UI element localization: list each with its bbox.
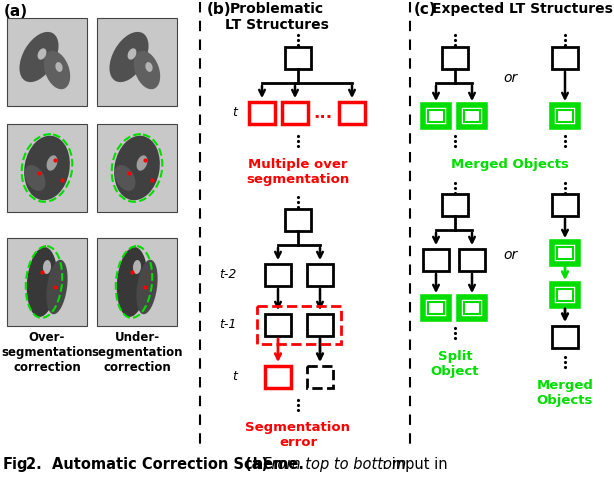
Bar [557,289,573,301]
Text: or: or [503,71,517,85]
Text: ...: ... [313,104,333,122]
Bar [257,306,341,344]
Ellipse shape [117,247,147,317]
Bar [557,110,573,122]
Ellipse shape [114,136,160,200]
Bar [459,297,485,319]
Text: t-1: t-1 [220,318,237,332]
Ellipse shape [27,247,57,317]
Bar [423,249,449,271]
Text: Under-
segmentation
correction: Under- segmentation correction [91,331,183,374]
Bar [464,110,480,122]
Bar [249,102,275,124]
Bar [265,314,291,336]
Ellipse shape [128,48,136,60]
Bar [423,297,449,319]
Ellipse shape [37,48,47,60]
Bar [97,18,177,106]
Text: (a): (a) [245,457,273,472]
Bar [442,194,468,216]
Ellipse shape [136,155,147,171]
Ellipse shape [146,62,153,72]
Text: t: t [232,106,237,120]
Ellipse shape [47,260,68,314]
Bar [97,238,177,326]
Bar [459,249,485,271]
Bar [552,326,578,348]
Ellipse shape [47,155,58,171]
Text: Split
Object: Split Object [431,350,480,378]
Text: (a): (a) [4,4,28,19]
Text: or: or [503,248,517,262]
Bar [552,47,578,69]
Ellipse shape [55,62,63,72]
Ellipse shape [43,260,51,274]
Text: t-2: t-2 [220,269,237,282]
Bar [282,102,308,124]
Bar [423,105,449,127]
Bar [442,47,468,69]
Ellipse shape [134,51,160,89]
Text: Expected LT Structures: Expected LT Structures [432,2,613,16]
Bar [459,105,485,127]
Bar [307,264,333,286]
Bar [552,194,578,216]
Bar [464,302,480,314]
Text: Fig.: Fig. [3,457,34,472]
Bar [7,124,87,212]
Bar [557,247,573,259]
Text: 2.  Automatic Correction Scheme.: 2. Automatic Correction Scheme. [26,457,309,472]
Ellipse shape [109,32,149,82]
Bar [307,366,333,388]
Ellipse shape [133,260,141,274]
Bar [285,47,311,69]
Ellipse shape [44,51,70,89]
Bar [552,105,578,127]
Bar [428,110,444,122]
Bar [307,314,333,336]
Text: (c): (c) [414,2,437,17]
Bar [7,18,87,106]
Text: Problematic
LT Structures: Problematic LT Structures [225,2,329,32]
Text: Over-
segmentation
correction: Over- segmentation correction [1,331,93,374]
Bar [265,264,291,286]
Text: : input in: : input in [382,457,448,472]
Bar [552,284,578,306]
Text: Segmentation
error: Segmentation error [246,421,351,449]
Bar [97,124,177,212]
Text: t: t [232,370,237,383]
Bar [285,209,311,231]
Ellipse shape [115,165,136,191]
Text: From top to bottom: From top to bottom [263,457,406,472]
Bar [339,102,365,124]
Ellipse shape [24,136,70,200]
Text: Multiple over
segmentation: Multiple over segmentation [246,158,349,186]
Bar [265,366,291,388]
Ellipse shape [20,32,58,82]
Ellipse shape [136,260,158,314]
Bar [428,302,444,314]
Text: Merged
Objects: Merged Objects [537,379,594,407]
Text: (b): (b) [207,2,231,17]
Ellipse shape [25,165,45,191]
Bar [7,238,87,326]
Bar [552,242,578,264]
Text: Merged Objects: Merged Objects [451,158,569,171]
